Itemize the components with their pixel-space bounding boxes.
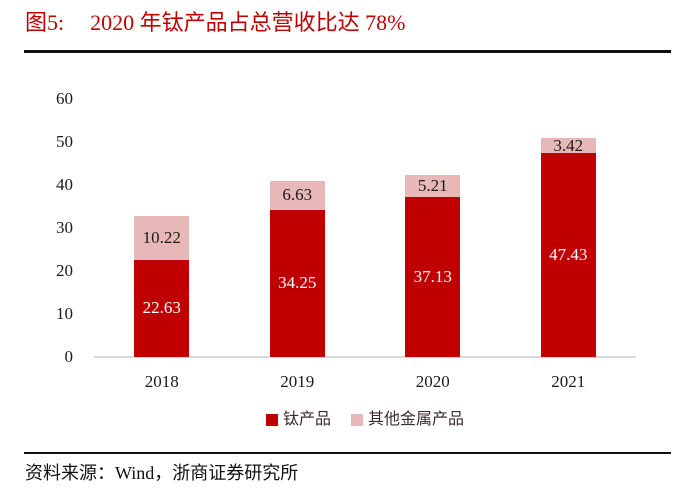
y-axis-label: 60 [56,89,73,108]
figure-title-text: 2020 年钛产品占总营收比达 78% [90,10,406,35]
bar-value-label: 22.63 [142,298,181,318]
x-axis-label: 2018 [144,372,179,391]
y-axis-label: 50 [56,132,73,151]
bar-value-label: 5.21 [417,176,448,196]
bar-value-label: 34.25 [278,273,317,293]
legend-label: 钛产品 [282,411,331,428]
bar-value-label: 6.63 [282,185,313,205]
bar-segment-titanium-2020: 37.13 [405,197,461,357]
bar-value-label: 3.42 [553,135,584,155]
bar-value-label: 10.22 [142,227,181,247]
x-axis-label: 2021 [551,372,586,391]
figure-number-label: 图5: [25,10,65,35]
legend-item-other: 其他金属产品 [351,411,464,429]
x-axis-label: 2020 [415,372,450,391]
bar-segment-other-2021: 3.42 [540,135,596,155]
legend-label: 其他金属产品 [368,411,465,428]
y-axis-label: 10 [56,304,73,323]
stacked-bar-chart: 0 10 20 30 40 50 60 22.63 10.22 2018 34.25 6.63 2019… [56,89,636,391]
legend-item-titanium: 钛产品 [265,411,331,429]
bar-segment-titanium-2021: 47.43 [540,153,596,357]
legend-swatch-icon [265,414,278,426]
x-axis-baseline [94,356,636,358]
x-axis-label: 2019 [280,372,315,391]
bar-value-label: 47.43 [549,245,588,265]
bar-segment-other-2018: 10.22 [134,215,190,260]
bar-segment-other-2020: 5.21 [405,174,461,198]
footer-divider-rule [24,452,671,454]
chart-legend: 钛产品 其他金属产品 [94,411,636,429]
legend-swatch-icon [351,414,363,426]
figure-title: 图5: 2020 年钛产品占总营收比达 78% [25,10,405,36]
y-axis-label: 30 [56,218,73,237]
bar-segment-other-2019: 6.63 [269,181,325,210]
bar-segment-titanium-2018: 22.63 [134,259,190,357]
title-divider-rule [24,50,671,53]
y-axis-label: 40 [56,175,73,194]
bar-value-label: 37.13 [413,267,452,287]
source-note: 资料来源：Wind，浙商证券研究所 [25,463,299,483]
y-axis-label: 20 [56,261,73,280]
bar-segment-titanium-2019: 34.25 [269,209,325,357]
y-axis-label: 0 [64,347,74,366]
